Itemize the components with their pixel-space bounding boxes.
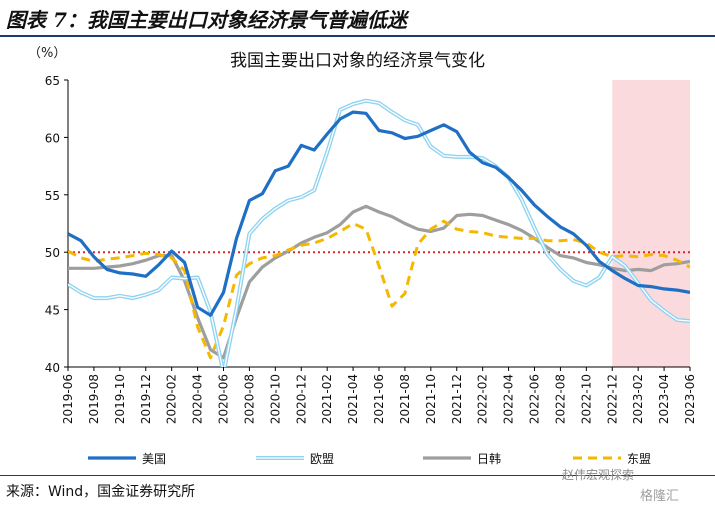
series-line-us <box>68 110 690 317</box>
figure-title: 图表 7：我国主要出口对象经济景气普遍低迷 <box>6 8 407 32</box>
y-tick-label: 60 <box>45 131 60 145</box>
x-tick-label: 2019-06 <box>61 374 75 424</box>
y-tick-label: 50 <box>45 246 60 260</box>
x-tick-label: 2020-02 <box>165 374 179 424</box>
series-line-eu <box>68 98 690 367</box>
bottom-rule <box>0 475 715 476</box>
series-line-eu-inner <box>68 100 690 367</box>
series-legend-us-label: 美国 <box>142 452 166 466</box>
y-tick-label: 40 <box>45 361 60 375</box>
x-tick-label: 2021-12 <box>450 374 464 424</box>
chart-title: 我国主要出口对象的经济景气变化 <box>230 51 485 71</box>
x-tick-label: 2022-10 <box>579 374 593 424</box>
x-tick-label: 2020-10 <box>268 374 282 424</box>
watermark-secondary: 格隆汇 <box>640 489 680 504</box>
x-tick-label: 2021-02 <box>320 374 334 424</box>
x-tick-label: 2020-04 <box>191 374 205 424</box>
source-note: 来源：Wind，国金证券研究所 <box>6 484 196 500</box>
x-tick-label: 2021-04 <box>346 374 360 424</box>
x-tick-label: 2022-12 <box>605 374 619 424</box>
y-axis-unit: （%） <box>28 46 67 61</box>
x-tick-label: 2022-08 <box>553 374 567 424</box>
x-tick-label: 2019-12 <box>139 374 153 424</box>
y-tick-label: 55 <box>45 189 60 203</box>
series-line-asean <box>68 219 690 360</box>
series-line-japan-korea <box>68 204 690 360</box>
x-tick-label: 2023-06 <box>683 374 697 424</box>
x-tick-label: 2021-08 <box>398 374 412 424</box>
shaded-period <box>612 80 690 367</box>
x-tick-label: 2020-08 <box>242 374 256 424</box>
x-tick-label: 2019-10 <box>113 374 127 424</box>
x-tick-label: 2019-08 <box>87 374 101 424</box>
x-tick-label: 2023-04 <box>657 374 671 424</box>
x-tick-label: 2020-06 <box>217 374 231 424</box>
y-tick-label: 45 <box>45 304 60 318</box>
x-tick-label: 2022-02 <box>476 374 490 424</box>
x-tick-label: 2023-02 <box>631 374 645 424</box>
series-legend-eu-label: 欧盟 <box>310 452 334 466</box>
y-tick-label: 65 <box>45 74 60 88</box>
series-legend-asean-label: 东盟 <box>627 452 651 466</box>
x-tick-label: 2020-12 <box>294 374 308 424</box>
watermark: 赵伟宏观探索 <box>562 468 635 482</box>
x-tick-label: 2022-04 <box>502 374 516 424</box>
x-tick-label: 2021-10 <box>424 374 438 424</box>
top-rule <box>0 35 715 37</box>
series-legend-japan-korea-label: 日韩 <box>477 451 501 466</box>
x-tick-label: 2021-06 <box>372 374 386 424</box>
x-tick-label: 2022-06 <box>528 374 542 424</box>
